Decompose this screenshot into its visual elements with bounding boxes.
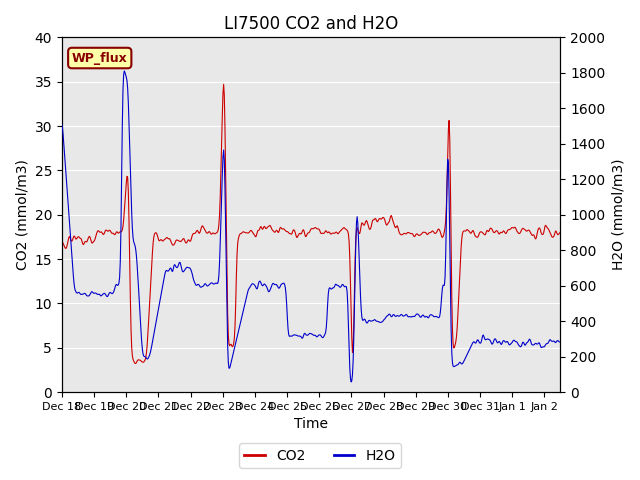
Title: LI7500 CO2 and H2O: LI7500 CO2 and H2O bbox=[224, 15, 398, 33]
Y-axis label: CO2 (mmol/m3): CO2 (mmol/m3) bbox=[15, 159, 29, 270]
Y-axis label: H2O (mmol/m3): H2O (mmol/m3) bbox=[611, 159, 625, 270]
Legend: CO2, H2O: CO2, H2O bbox=[239, 443, 401, 468]
Text: WP_flux: WP_flux bbox=[72, 51, 127, 64]
X-axis label: Time: Time bbox=[294, 418, 328, 432]
